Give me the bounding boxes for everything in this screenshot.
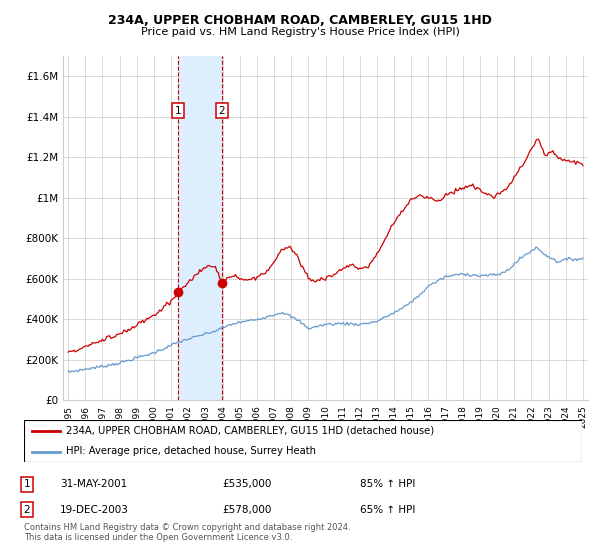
Bar xyxy=(178,56,222,400)
Text: Contains HM Land Registry data © Crown copyright and database right 2024.: Contains HM Land Registry data © Crown c… xyxy=(24,523,350,532)
Text: Price paid vs. HM Land Registry's House Price Index (HPI): Price paid vs. HM Land Registry's House … xyxy=(140,27,460,37)
Text: 19-DEC-2003: 19-DEC-2003 xyxy=(60,505,129,515)
Text: 1: 1 xyxy=(23,479,31,489)
Text: 2: 2 xyxy=(23,505,31,515)
Text: This data is licensed under the Open Government Licence v3.0.: This data is licensed under the Open Gov… xyxy=(24,533,292,542)
Text: £535,000: £535,000 xyxy=(222,479,271,489)
Text: HPI: Average price, detached house, Surrey Heath: HPI: Average price, detached house, Surr… xyxy=(66,446,316,456)
Text: 1: 1 xyxy=(175,106,182,116)
Text: 31-MAY-2001: 31-MAY-2001 xyxy=(60,479,127,489)
Text: 2: 2 xyxy=(219,106,226,116)
Text: 234A, UPPER CHOBHAM ROAD, CAMBERLEY, GU15 1HD: 234A, UPPER CHOBHAM ROAD, CAMBERLEY, GU1… xyxy=(108,14,492,27)
Text: 85% ↑ HPI: 85% ↑ HPI xyxy=(360,479,415,489)
Text: 65% ↑ HPI: 65% ↑ HPI xyxy=(360,505,415,515)
Text: 234A, UPPER CHOBHAM ROAD, CAMBERLEY, GU15 1HD (detached house): 234A, UPPER CHOBHAM ROAD, CAMBERLEY, GU1… xyxy=(66,426,434,436)
Text: £578,000: £578,000 xyxy=(222,505,271,515)
